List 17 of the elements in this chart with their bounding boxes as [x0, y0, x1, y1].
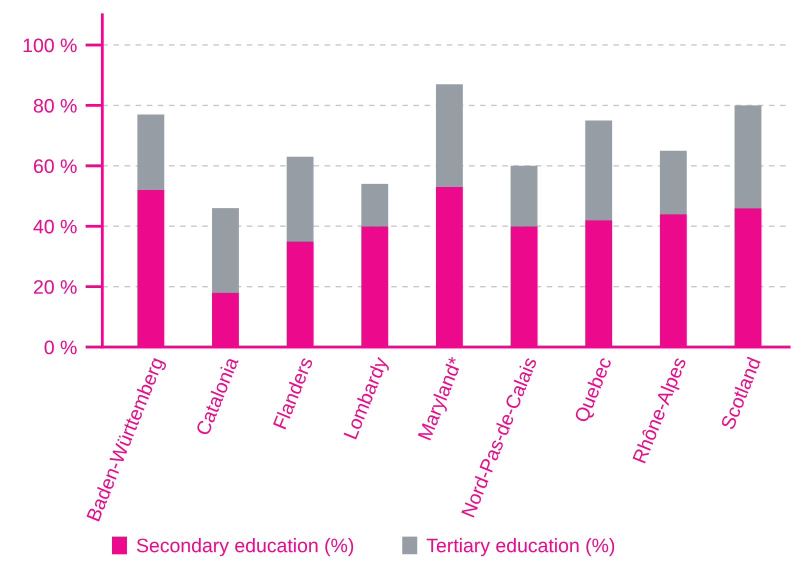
bar — [510, 166, 538, 226]
bar — [734, 105, 762, 208]
y-tick-label: 100 % — [24, 38, 77, 52]
legend-label: Tertiary education (%) — [426, 538, 614, 556]
bar — [436, 84, 463, 187]
legend-label: Secondary education (%) — [136, 538, 354, 556]
bar — [660, 150, 687, 214]
y-tick-label: 0 % — [44, 340, 77, 354]
bar — [137, 114, 164, 190]
y-tick-label: 40 % — [33, 220, 77, 234]
bar — [286, 156, 314, 242]
y-tick-label: 60 % — [34, 159, 77, 174]
y-tick-label: 80 % — [34, 98, 77, 113]
bar — [361, 184, 388, 226]
y-tick-label: 20 % — [34, 280, 77, 294]
bar — [585, 120, 612, 220]
bar — [212, 208, 239, 293]
